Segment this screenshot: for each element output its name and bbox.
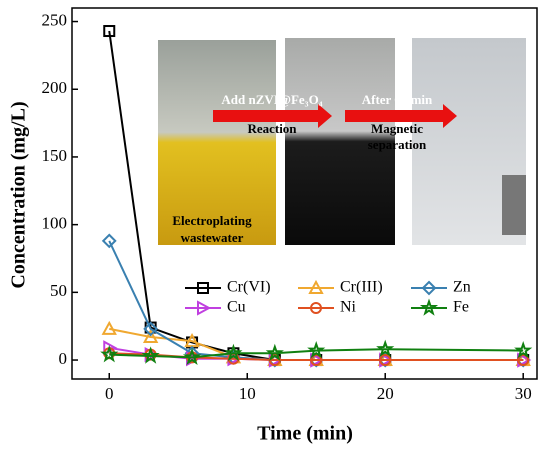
legend-label: Zn	[453, 279, 471, 296]
marker	[141, 346, 160, 364]
x-tick-label: 10	[239, 384, 256, 403]
photo-wastewater	[158, 40, 276, 245]
y-tick-label: 50	[50, 281, 67, 300]
marker	[265, 343, 284, 361]
annotation: separation	[368, 137, 427, 152]
legend-label: Fe	[453, 299, 469, 316]
legend-label: Ni	[340, 299, 357, 316]
marker	[101, 320, 117, 335]
annotation: Magnetic	[371, 121, 423, 136]
x-tick-label: 30	[515, 384, 532, 403]
marker	[103, 25, 116, 38]
x-tick-label: 0	[105, 384, 114, 403]
marker	[224, 343, 243, 361]
y-tick-label: 100	[42, 214, 68, 233]
annotation: After 60 min	[362, 92, 433, 107]
legend-marker	[419, 298, 439, 316]
series-line	[109, 352, 524, 362]
marker	[517, 354, 530, 367]
legend-label: Cr(VI)	[227, 279, 271, 296]
marker	[182, 347, 202, 366]
legend-marker	[308, 279, 324, 294]
annotation: Electroplating	[172, 213, 252, 228]
marker	[100, 345, 119, 363]
legend-marker	[421, 280, 437, 296]
marker	[310, 354, 323, 367]
y-tick-label: 250	[42, 10, 68, 29]
legend-marker	[197, 300, 212, 316]
annotation: Reaction	[247, 121, 297, 136]
annotation: Add nZVI@Fe₃O₄	[221, 92, 322, 107]
y-tick-label: 150	[42, 146, 68, 165]
marker	[142, 328, 159, 344]
y-tick-label: 0	[59, 349, 68, 368]
marker	[379, 354, 392, 367]
y-axis-label: Concentration (mg/L)	[8, 101, 30, 288]
legend-marker	[197, 282, 209, 294]
marker	[143, 321, 159, 337]
arrow	[213, 104, 332, 128]
photos: Add nZVI@Fe₃O₄ Reaction After 60 min Mag…	[158, 38, 526, 245]
marker	[307, 341, 326, 359]
legend-label: Cu	[227, 299, 246, 316]
x-tick-label: 20	[377, 384, 394, 403]
x-axis-label: Time (min)	[257, 423, 353, 445]
y-tick-label: 200	[42, 78, 68, 97]
marker	[514, 341, 533, 359]
legend-label: Cr(III)	[340, 279, 383, 296]
plot-frame	[71, 7, 538, 380]
arrow	[345, 104, 457, 128]
legend-marker	[310, 302, 322, 314]
photo-reaction	[285, 38, 395, 245]
marker	[376, 339, 395, 357]
annotation: wastewater	[181, 230, 244, 245]
magnet	[502, 175, 526, 235]
marker	[101, 233, 117, 249]
series-line	[109, 348, 524, 359]
